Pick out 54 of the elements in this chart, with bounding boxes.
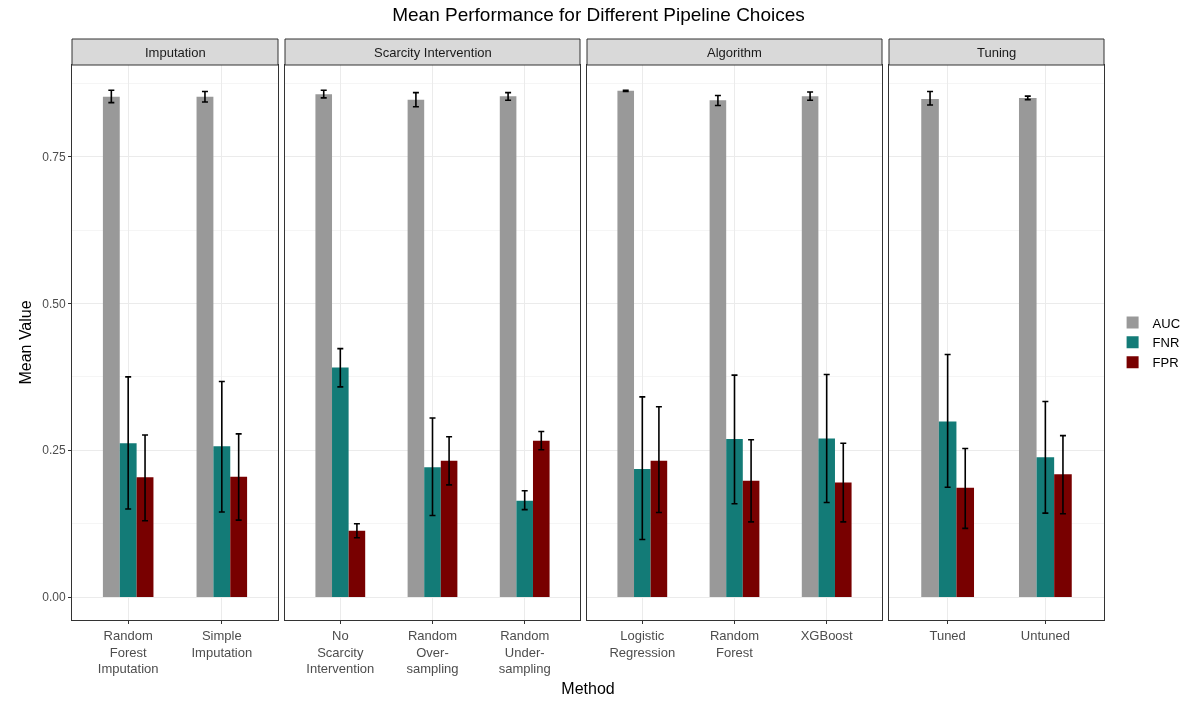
bar (119, 443, 137, 598)
bar (1018, 97, 1037, 598)
bar (921, 99, 939, 598)
bar (938, 421, 957, 598)
bar (834, 482, 852, 598)
chart-title: Scarcity Intervention (374, 45, 492, 60)
y-tick-label: 0.75 (42, 149, 66, 164)
x-tick-label: Simple Imputation (191, 627, 253, 660)
bar (332, 367, 349, 598)
bar (516, 500, 533, 598)
bar (1036, 457, 1055, 598)
x-tick-label: Random Forest (709, 627, 760, 660)
bar (818, 438, 835, 598)
x-tick-label: Random Under-sampling (498, 627, 551, 677)
text: Mean Performance for Different Pipeline Choices (391, 4, 806, 26)
chart-title: Tuning (977, 45, 1017, 60)
legend-label: FPR (1152, 355, 1179, 371)
legend-label: FNR (1152, 335, 1180, 351)
bar (1054, 474, 1072, 598)
bar (634, 469, 651, 598)
bar (315, 94, 333, 598)
bar (956, 487, 975, 598)
y-axis-title: Mean Value (17, 300, 35, 385)
bar (102, 96, 120, 598)
x-tick-label: Tuned (929, 627, 966, 643)
y-tick-label: 0.00 (42, 590, 66, 605)
x-tick-label: Random Over-sampling (406, 627, 459, 677)
x-tick-label: No Scarcity Intervention (306, 627, 375, 677)
bar (499, 96, 517, 598)
bar (440, 460, 458, 598)
bar (424, 467, 441, 598)
x-tick-label: Random Forest Imputation (97, 627, 159, 677)
y-tick-label: 0.50 (42, 296, 66, 311)
x-axis-title: Method (560, 680, 616, 698)
bar (196, 96, 214, 598)
bar (407, 99, 425, 598)
bar (230, 476, 248, 598)
bar (742, 480, 760, 598)
y-tick-label: 0.25 (42, 443, 66, 458)
x-tick-label: XGBoost (800, 627, 854, 643)
bar (709, 100, 727, 598)
bar (650, 460, 668, 598)
bar (726, 439, 743, 598)
chart-title: Imputation (145, 45, 206, 60)
chart-title: Algorithm (707, 45, 762, 60)
bar (532, 440, 550, 598)
bar (136, 477, 154, 598)
bar (801, 96, 819, 598)
legend-label: AUC (1152, 315, 1181, 331)
x-tick-label: Logistic Regression (609, 627, 676, 660)
bar (348, 530, 366, 598)
bar (617, 90, 635, 598)
x-tick-label: Untuned (1020, 627, 1070, 643)
bar (213, 446, 231, 598)
